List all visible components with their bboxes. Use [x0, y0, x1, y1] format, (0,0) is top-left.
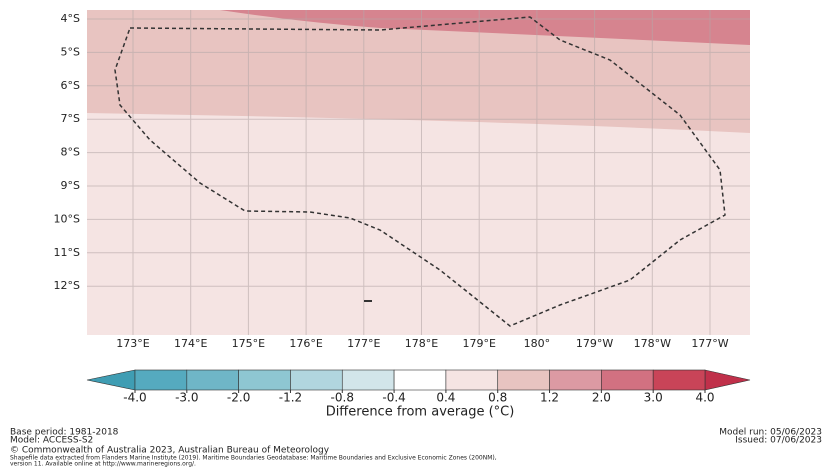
model-run: Model run: 05/06/2023 [719, 428, 822, 438]
colorbar-segment [238, 369, 291, 391]
lon-label: 175°E [232, 337, 265, 350]
lon-label: 178°E [405, 337, 438, 350]
colorbar-tick-label: -3.0 [175, 391, 198, 405]
colorbar-segment [134, 369, 188, 391]
lat-label: 7°S [61, 112, 80, 125]
version-credit: version 11. Available online at http://w… [10, 461, 196, 468]
colorbar-segment [497, 369, 550, 391]
colorbar-segment [652, 369, 706, 391]
colorbar-tick-label: -0.4 [382, 391, 405, 405]
lat-label: 8°S [61, 146, 80, 159]
copyright: © Commonwealth of Australia 2023, Austra… [10, 446, 330, 456]
lon-label: 176°E [289, 337, 322, 350]
colorbar-extend-high [704, 369, 751, 391]
colorbar-segment [290, 369, 343, 391]
lon-label: 177°W [691, 337, 728, 350]
lat-label: 5°S [61, 45, 80, 58]
island [364, 300, 372, 302]
colorbar-tick-label: 2.0 [592, 391, 611, 405]
colorbar-segment [549, 369, 602, 391]
lat-label: 4°S [61, 12, 80, 25]
base-period: Base period: 1981-2018 [10, 428, 119, 438]
colorbar-tick-label: -4.0 [123, 391, 146, 405]
issued: Issued: 07/06/2023 [735, 436, 822, 446]
colorbar-segment [393, 369, 447, 391]
model: Model: ACCESS-S2 [10, 436, 93, 446]
colorbar-tick-label: -0.8 [331, 391, 354, 405]
lat-label: 12°S [54, 279, 80, 292]
colorbar-segment [601, 369, 654, 391]
colorbar-tick-label: 0.4 [436, 391, 455, 405]
lon-label: 179°W [576, 337, 613, 350]
colorbar-segment [341, 369, 395, 391]
lon-label: 178°W [634, 337, 671, 350]
colorbar-tick-label: 4.0 [695, 391, 714, 405]
lat-label: 6°S [61, 79, 80, 92]
lat-label: 9°S [61, 179, 80, 192]
lon-label: 177°E [347, 337, 380, 350]
lon-label: 180° [524, 337, 551, 350]
colorbar-tick-label: -2.0 [227, 391, 250, 405]
colorbar-segment [186, 369, 239, 391]
colorbar-extend-low [86, 369, 136, 391]
shapefile-credit: Shapefile data extracted from Flanders M… [10, 455, 497, 462]
colorbar-tick-label: 1.2 [540, 391, 559, 405]
eez-boundary [114, 16, 726, 327]
colorbar-tick-label: 0.8 [488, 391, 507, 405]
colorbar-label: Difference from average (°C) [326, 405, 515, 420]
lon-label: 174°E [174, 337, 207, 350]
lat-label: 10°S [54, 212, 80, 225]
colorbar-segment [445, 369, 499, 391]
colorbar-tick-label: 3.0 [644, 391, 663, 405]
lat-label: 11°S [54, 246, 80, 259]
anomaly-mid [87, 10, 750, 133]
lon-label: 179°E [462, 337, 495, 350]
lon-label: 173°E [116, 337, 149, 350]
colorbar-tick-label: -1.2 [279, 391, 302, 405]
